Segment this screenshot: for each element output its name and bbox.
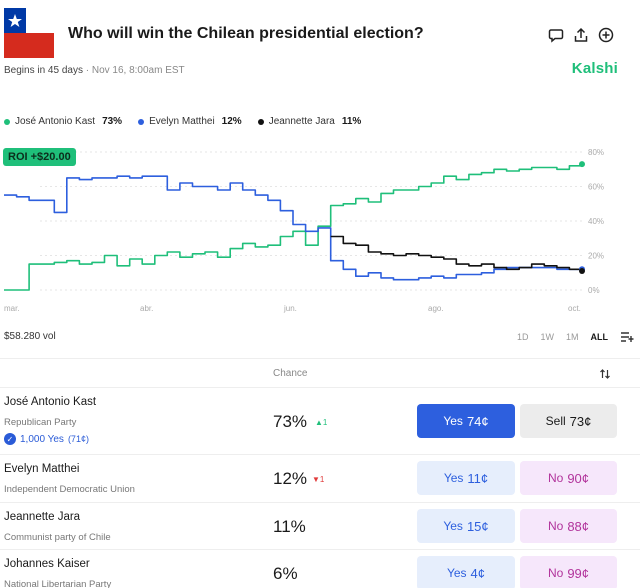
series-line — [4, 175, 582, 281]
legend-name: Evelyn Matthei — [149, 116, 215, 127]
holding-avg-price: (71¢) — [67, 434, 89, 444]
buy-no-button[interactable]: No 88¢ — [520, 509, 617, 543]
button-label: No — [547, 566, 564, 580]
range-1w[interactable]: 1W — [540, 332, 554, 342]
page-title: Who will win the Chilean presidential el… — [68, 25, 424, 42]
x-tick-label: jun. — [283, 304, 297, 313]
sell-button[interactable]: Sell 73¢ — [520, 404, 617, 438]
button-label: Yes — [446, 566, 467, 580]
buy-no-button[interactable]: No 90¢ — [520, 461, 617, 495]
range-1d[interactable]: 1D — [516, 332, 529, 342]
candidate-name: Jeannette Jara — [4, 511, 81, 523]
outcome-row-jara: Jeannette Jara Communist party of Chile … — [0, 503, 640, 550]
legend-pct: 73% — [102, 116, 123, 127]
x-tick-label: abr. — [140, 304, 153, 313]
roi-badge: ROI +$20.00 — [3, 148, 76, 166]
candidate-name: Evelyn Matthei — [4, 463, 80, 475]
range-1m[interactable]: 1M — [565, 332, 579, 342]
market-timing: Begins in 45 days · Nov 16, 8:00am EST — [4, 65, 185, 76]
legend-dot — [138, 118, 145, 125]
legend-name: Jeannette Jara — [268, 116, 335, 127]
y-tick-label: 20% — [588, 252, 604, 261]
range-selector: 1D 1W 1M ALL — [517, 331, 634, 343]
brand-logo[interactable]: Kalshi — [571, 60, 618, 77]
y-tick-label: 0% — [588, 286, 600, 295]
outcomes-header: Chance — [0, 358, 640, 388]
chance-delta: ▲1 — [315, 418, 328, 427]
candidate-name: Johannes Kaiser — [4, 558, 90, 570]
close-date: Nov 16, 8:00am EST — [91, 65, 185, 76]
legend-item: José Antonio Kast 73% — [4, 116, 122, 127]
button-price: 99¢ — [567, 565, 590, 581]
chance-value: 11% — [273, 517, 306, 536]
price-history-chart[interactable]: 80% 60% 40% 20% 0% mar. abr. jun. ago. oct. — [0, 142, 640, 318]
share-icon[interactable] — [573, 27, 589, 43]
button-label: Yes — [443, 519, 463, 533]
buy-no-button[interactable]: No 99¢ — [520, 556, 617, 588]
legend-pct: 11% — [341, 116, 362, 127]
button-price: 4¢ — [470, 565, 486, 581]
chance-header: Chance — [273, 368, 308, 379]
button-label: No — [547, 519, 564, 533]
legend-dot — [4, 118, 10, 125]
series-line — [330, 235, 583, 271]
chile-flag-icon — [4, 8, 54, 58]
x-tick-label: mar. — [4, 304, 20, 313]
legend-pct: 12% — [221, 116, 242, 127]
button-price: 88¢ — [567, 518, 590, 534]
button-label: Sell — [545, 414, 566, 428]
comment-icon[interactable] — [548, 27, 564, 43]
party-name: Independent Democratic Union — [4, 484, 135, 495]
begins-text: Begins in 45 days — [4, 65, 83, 76]
chance-delta: ▼1 — [312, 475, 325, 484]
buy-yes-button[interactable]: Yes 4¢ — [417, 556, 515, 588]
x-tick-label: ago. — [428, 304, 444, 313]
button-label: Yes — [443, 414, 463, 428]
series-end-marker — [579, 268, 585, 275]
series-end-marker — [579, 161, 585, 168]
button-price: 90¢ — [567, 470, 590, 486]
outcome-row-kaiser: Johannes Kaiser National Libertarian Par… — [0, 550, 640, 588]
button-price: 11¢ — [467, 470, 489, 486]
chart-settings-icon[interactable] — [620, 331, 634, 343]
range-all[interactable]: ALL — [590, 332, 609, 342]
y-tick-label: 40% — [588, 217, 604, 226]
chance-value: 73% — [273, 412, 308, 431]
button-price: 15¢ — [466, 518, 489, 534]
button-label: No — [547, 471, 564, 485]
legend-name: José Antonio Kast — [15, 116, 96, 127]
button-label: Yes — [443, 471, 464, 485]
button-price: 74¢ — [466, 413, 489, 429]
chance-value: 12% — [273, 469, 308, 488]
y-tick-label: 80% — [588, 148, 604, 157]
y-tick-label: 60% — [588, 183, 604, 192]
check-icon: ✓ — [4, 433, 16, 445]
market-header: Who will win the Chilean presidential el… — [0, 0, 640, 77]
buy-yes-button[interactable]: Yes 15¢ — [417, 509, 515, 543]
holding-amount: 1,000 Yes — [20, 433, 64, 445]
party-name: Communist party of Chile — [4, 532, 111, 543]
candidate-name: José Antonio Kast — [4, 396, 97, 408]
legend-dot — [257, 118, 264, 125]
chart-legend: José Antonio Kast 73% Evelyn Matthei 12%… — [4, 116, 361, 127]
party-name: Republican Party — [4, 417, 77, 428]
outcome-row-matthei: Evelyn Matthei Independent Democratic Un… — [0, 455, 640, 503]
position-holding[interactable]: ✓ 1,000 Yes (71¢) — [4, 433, 89, 445]
buy-yes-button[interactable]: Yes 11¢ — [417, 461, 515, 495]
series-line — [4, 164, 583, 291]
chance-value: 6% — [273, 564, 298, 583]
sort-icon[interactable] — [599, 368, 611, 380]
add-icon[interactable] — [598, 27, 614, 43]
button-price: 73¢ — [569, 413, 592, 429]
party-name: National Libertarian Party — [4, 579, 112, 588]
volume-text: $58.280 vol — [4, 331, 56, 342]
buy-yes-button[interactable]: Yes 74¢ — [417, 404, 515, 438]
x-tick-label: oct. — [568, 304, 581, 313]
outcome-row-kast: José Antonio Kast Republican Party ✓ 1,0… — [0, 388, 640, 455]
legend-item: Jeannette Jara 11% — [257, 116, 362, 127]
legend-item: Evelyn Matthei 12% — [138, 116, 242, 127]
